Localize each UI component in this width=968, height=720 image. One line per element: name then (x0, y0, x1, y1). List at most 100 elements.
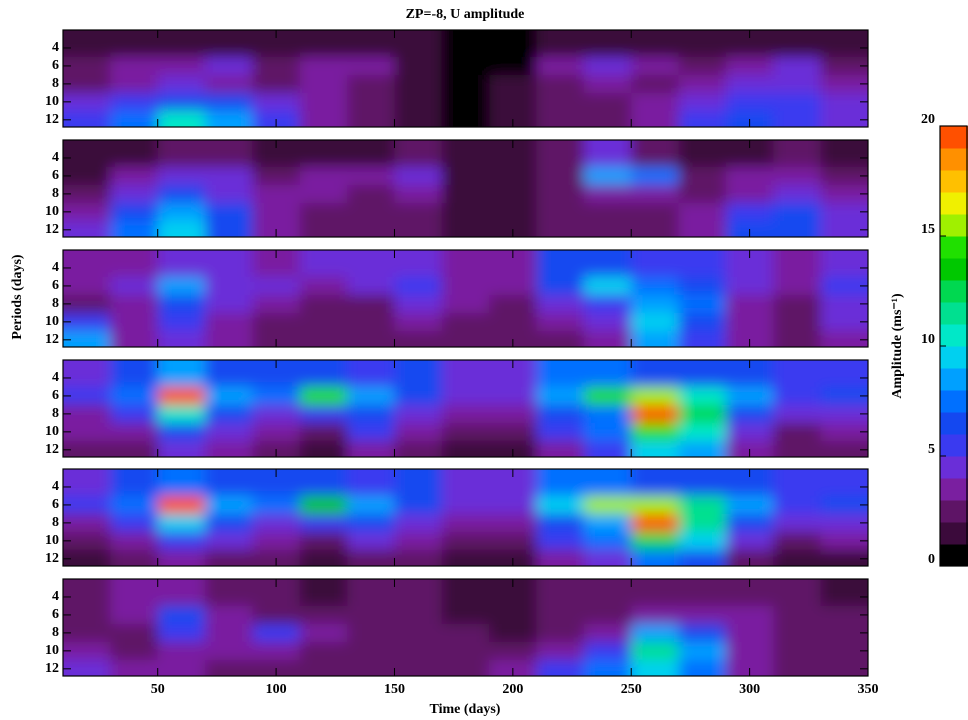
cell (110, 202, 159, 222)
cell (347, 74, 395, 94)
cell (157, 110, 206, 127)
cell (583, 330, 632, 347)
cell (110, 469, 159, 497)
cell (678, 30, 727, 58)
cell (583, 56, 632, 76)
cell (489, 641, 538, 661)
colorbar-swatch (940, 456, 968, 479)
cell (773, 110, 822, 127)
cell (347, 220, 395, 237)
cell (631, 641, 680, 661)
cell (157, 74, 206, 94)
cell (583, 140, 632, 168)
y-tick-label: 4 (52, 589, 59, 604)
cell (631, 360, 680, 388)
cell (110, 276, 159, 296)
colorbar-tick-label: 15 (921, 222, 935, 237)
cell (299, 166, 348, 186)
cell (725, 605, 774, 625)
cell (773, 531, 822, 551)
cell (157, 404, 206, 424)
cell (820, 440, 868, 457)
cell (299, 250, 348, 278)
cell (394, 422, 443, 442)
cell (252, 294, 301, 314)
cell (631, 404, 680, 424)
cell (583, 513, 632, 533)
cell (773, 623, 822, 643)
cell (489, 110, 538, 127)
cell (299, 202, 348, 222)
cell (725, 220, 774, 237)
cell (583, 531, 632, 551)
colorbar-label: Amplitude (ms⁻¹) (890, 293, 905, 399)
cell (536, 140, 585, 168)
cell (63, 184, 111, 204)
cell (394, 404, 443, 424)
cell (110, 404, 159, 424)
colorbar-swatch (940, 148, 968, 171)
cell (394, 166, 443, 186)
cell (347, 30, 395, 58)
cell (347, 202, 395, 222)
cell (110, 495, 159, 515)
cell (110, 184, 159, 204)
cell (489, 549, 538, 566)
cell (583, 74, 632, 94)
cell (583, 659, 632, 676)
cell (773, 74, 822, 94)
cell (820, 422, 868, 442)
cell (820, 30, 868, 58)
cell (63, 605, 111, 625)
cell (489, 605, 538, 625)
cell (773, 404, 822, 424)
cell (536, 92, 585, 112)
cell (347, 641, 395, 661)
chart-title: ZP=-8, U amplitude (406, 7, 525, 22)
cell (820, 623, 868, 643)
cell (252, 386, 301, 406)
cell (394, 386, 443, 406)
cell (536, 469, 585, 497)
cell (157, 30, 206, 58)
cell (536, 294, 585, 314)
cell (631, 250, 680, 278)
panel (63, 579, 868, 676)
cell (441, 166, 490, 186)
cell (110, 531, 159, 551)
cell (394, 92, 443, 112)
cell (820, 549, 868, 566)
cell (157, 531, 206, 551)
cell (678, 276, 727, 296)
cell (157, 579, 206, 607)
cell (678, 312, 727, 332)
cell (583, 422, 632, 442)
cell (820, 202, 868, 222)
cell (63, 579, 111, 607)
cell (441, 30, 490, 58)
cell (489, 184, 538, 204)
cell (205, 440, 253, 457)
cell (536, 549, 585, 566)
cell (441, 623, 490, 643)
cell (299, 220, 348, 237)
cell (63, 276, 111, 296)
cell (489, 56, 538, 76)
cell (347, 579, 395, 607)
cell (631, 202, 680, 222)
cell (441, 330, 490, 347)
cell (110, 579, 159, 607)
cell (252, 659, 301, 676)
cell (820, 330, 868, 347)
colorbar-tick-label: 5 (928, 442, 935, 457)
cell (252, 422, 301, 442)
cell (157, 220, 206, 237)
cell (63, 294, 111, 314)
cell (299, 440, 348, 457)
cell (441, 605, 490, 625)
cell (110, 659, 159, 676)
cell (110, 623, 159, 643)
y-tick-label: 6 (52, 278, 59, 293)
cell (299, 276, 348, 296)
panel-frame (62, 139, 869, 238)
